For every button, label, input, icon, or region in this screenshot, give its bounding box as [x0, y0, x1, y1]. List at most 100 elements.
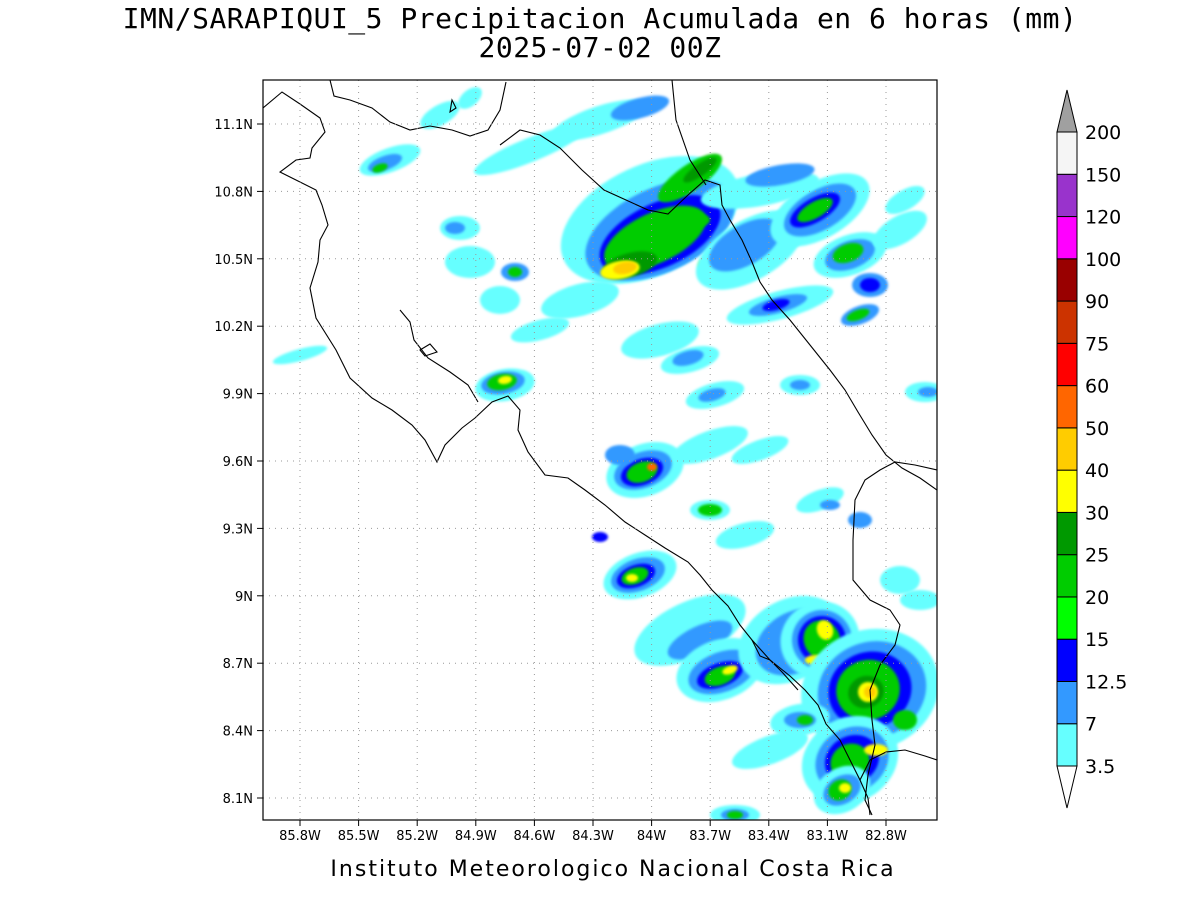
lat-tick-label: 10.2N	[214, 320, 253, 335]
precip-cell	[848, 512, 872, 528]
lat-tick-label: 10.5N	[214, 253, 253, 268]
precip-cell	[621, 321, 699, 359]
longitude-axis: 85.8W 85.5W 85.2W 84.9W 84.6W 84.3W 84W 83.7W 83…	[279, 820, 907, 844]
colorbar: 3.5 7 12.5 15 20 25 30 40 50 60 75 90 100 120 150 200	[1056, 89, 1127, 809]
precip-cell	[698, 388, 726, 402]
precip-cell	[708, 218, 782, 272]
precip-cell	[420, 101, 460, 129]
precip-cell	[820, 500, 840, 510]
lon-tick-label: 82.8W	[865, 829, 907, 844]
colorbar-swatch	[1056, 258, 1078, 302]
lon-tick-label: 83.7W	[689, 829, 731, 844]
colorbar-label: 40	[1085, 460, 1109, 482]
precip-cell	[610, 95, 670, 121]
colorbar-swatch	[1056, 385, 1078, 429]
colorbar-swatch	[1056, 469, 1078, 513]
colorbar-swatch	[1056, 638, 1078, 682]
precip-cell	[864, 744, 888, 756]
precip-cell	[732, 731, 808, 769]
colorbar-low-arrow	[1056, 765, 1078, 809]
precip-cell	[672, 426, 748, 464]
colorbar-swatch	[1056, 596, 1078, 640]
nicoya-gulf-coast	[399, 309, 479, 403]
colorbar-label: 50	[1085, 418, 1109, 440]
lon-tick-label: 85.2W	[396, 829, 438, 844]
precip-cell	[797, 715, 813, 725]
colorbar-label: 75	[1085, 333, 1109, 355]
colorbar-label: 150	[1085, 164, 1121, 186]
lat-tick-label: 9.9N	[223, 388, 253, 403]
lon-tick-label: 85.8W	[279, 829, 321, 844]
precip-cell	[832, 242, 864, 264]
precip-cell	[672, 350, 704, 366]
colorbar-swatch	[1056, 342, 1078, 387]
precip-cell	[918, 387, 937, 397]
colorbar-label: 90	[1085, 291, 1109, 313]
colorbar-swatch	[1056, 511, 1078, 556]
colorbar-label: 7	[1085, 714, 1097, 736]
lon-tick-label: 84W	[637, 829, 667, 844]
colorbar-high-arrow	[1056, 89, 1078, 133]
lat-tick-label: 8.1N	[223, 792, 253, 807]
colorbar-swatch	[1056, 554, 1078, 598]
colorbar-label: 100	[1085, 249, 1121, 271]
colorbar-label: 120	[1085, 207, 1121, 229]
colorbar-label: 20	[1085, 587, 1109, 609]
border-nicaragua	[499, 129, 937, 491]
precip-cell	[498, 375, 512, 385]
latitude-axis: 11.1N 10.8N 10.5N 10.2N 9.9N 9.6N 9.3N 9N 8.7N 8.…	[214, 118, 263, 807]
lon-tick-label: 84.9W	[455, 829, 497, 844]
precip-cell	[846, 308, 870, 322]
precip-cell	[722, 665, 738, 675]
precip-cell	[860, 278, 880, 292]
colorbar-swatch	[1056, 300, 1078, 344]
colorbar-swatch	[1056, 173, 1078, 218]
precip-cell	[480, 286, 520, 314]
colorbar-label: 3.5	[1085, 756, 1115, 778]
colorbar-label: 15	[1085, 629, 1109, 651]
lat-tick-label: 11.1N	[214, 118, 253, 133]
map-subtitle-date: 2025-07-02 00Z	[478, 31, 722, 64]
precip-cell	[839, 783, 851, 793]
precip-cell	[727, 811, 743, 819]
precip-cell	[372, 163, 388, 173]
precip-cell	[647, 463, 657, 471]
precip-cell	[510, 317, 570, 343]
precip-cell	[796, 487, 844, 513]
precip-cell	[698, 504, 722, 516]
precip-cell	[541, 281, 619, 319]
precip-cell	[745, 163, 815, 187]
lat-tick-label: 10.8N	[214, 185, 253, 200]
colorbar-swatch	[1056, 723, 1078, 767]
precip-cell	[900, 590, 937, 610]
colorbar-label: 12.5	[1085, 671, 1127, 693]
lat-tick-label: 9N	[235, 590, 253, 605]
lon-tick-label: 83.4W	[748, 829, 790, 844]
lon-tick-label: 84.3W	[572, 829, 614, 844]
precip-cell	[683, 157, 717, 183]
precip-cell	[715, 521, 775, 549]
precip-cell	[592, 532, 608, 542]
osa-peninsula	[751, 639, 799, 691]
lat-tick-label: 8.4N	[223, 725, 253, 740]
precipitation-field	[272, 87, 937, 820]
precip-cell	[873, 210, 927, 250]
colorbar-label: 25	[1085, 545, 1109, 567]
caribbean-coast	[859, 749, 937, 781]
graticule	[263, 80, 937, 820]
colorbar-swatch	[1056, 427, 1078, 471]
map-frame	[262, 79, 938, 821]
precip-cell	[885, 186, 925, 214]
nicoya-island	[419, 343, 438, 357]
precip-cell	[650, 210, 710, 230]
border-bay	[449, 98, 457, 114]
colorbar-swatch	[1056, 680, 1078, 725]
lat-tick-label: 8.7N	[223, 657, 253, 672]
footer-credit: Instituto Meteorologico Nacional Costa R…	[330, 857, 896, 882]
panama-border	[852, 461, 937, 816]
precip-cell	[445, 246, 495, 278]
lon-tick-label: 85.5W	[338, 829, 380, 844]
precip-cell	[613, 261, 637, 275]
precip-cell	[667, 620, 733, 660]
